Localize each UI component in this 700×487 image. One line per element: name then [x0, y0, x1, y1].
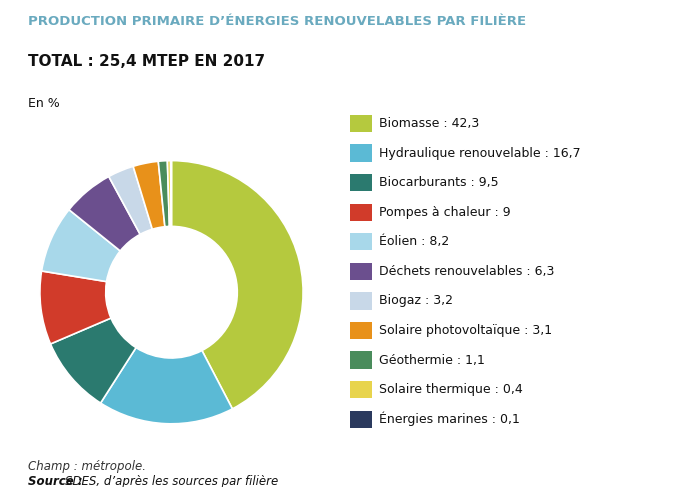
Wedge shape: [101, 348, 232, 424]
Text: Éolien : 8,2: Éolien : 8,2: [379, 235, 449, 248]
Bar: [350, 411, 372, 428]
Text: Déchets renouvelables : 6,3: Déchets renouvelables : 6,3: [379, 265, 554, 278]
Bar: [350, 292, 372, 310]
Text: Champ : métropole.: Champ : métropole.: [28, 460, 146, 473]
Bar: [350, 145, 372, 162]
Text: PRODUCTION PRIMAIRE D’ÉNERGIES RENOUVELABLES PAR FILIÈRE: PRODUCTION PRIMAIRE D’ÉNERGIES RENOUVELA…: [28, 15, 526, 28]
Wedge shape: [108, 166, 153, 234]
Bar: [350, 174, 372, 191]
Bar: [350, 352, 372, 369]
Bar: [350, 322, 372, 339]
Text: Solaire photovoltaïque : 3,1: Solaire photovoltaïque : 3,1: [379, 324, 552, 337]
Text: Biogaz : 3,2: Biogaz : 3,2: [379, 295, 453, 307]
Text: Hydraulique renouvelable : 16,7: Hydraulique renouvelable : 16,7: [379, 147, 581, 160]
Wedge shape: [50, 318, 136, 403]
Text: Source :: Source :: [28, 475, 87, 487]
Wedge shape: [172, 161, 303, 409]
Bar: [350, 204, 372, 221]
Wedge shape: [133, 161, 165, 229]
Text: SDES, d’après les sources par filière: SDES, d’après les sources par filière: [65, 475, 279, 487]
Text: Solaire thermique : 0,4: Solaire thermique : 0,4: [379, 383, 523, 396]
Text: Géothermie : 1,1: Géothermie : 1,1: [379, 354, 485, 367]
Text: Biomasse : 42,3: Biomasse : 42,3: [379, 117, 480, 130]
Wedge shape: [158, 161, 169, 227]
Text: Énergies marines : 0,1: Énergies marines : 0,1: [379, 412, 520, 427]
Wedge shape: [69, 176, 140, 251]
Bar: [350, 115, 372, 132]
Text: En %: En %: [28, 97, 60, 111]
Bar: [350, 233, 372, 250]
Text: TOTAL : 25,4 MTEP EN 2017: TOTAL : 25,4 MTEP EN 2017: [28, 54, 265, 69]
Text: Biocarburants : 9,5: Biocarburants : 9,5: [379, 176, 499, 189]
Wedge shape: [167, 161, 171, 226]
Wedge shape: [41, 210, 120, 281]
Bar: [350, 381, 372, 398]
Wedge shape: [40, 271, 111, 344]
Bar: [350, 262, 372, 280]
Text: Pompes à chaleur : 9: Pompes à chaleur : 9: [379, 206, 511, 219]
